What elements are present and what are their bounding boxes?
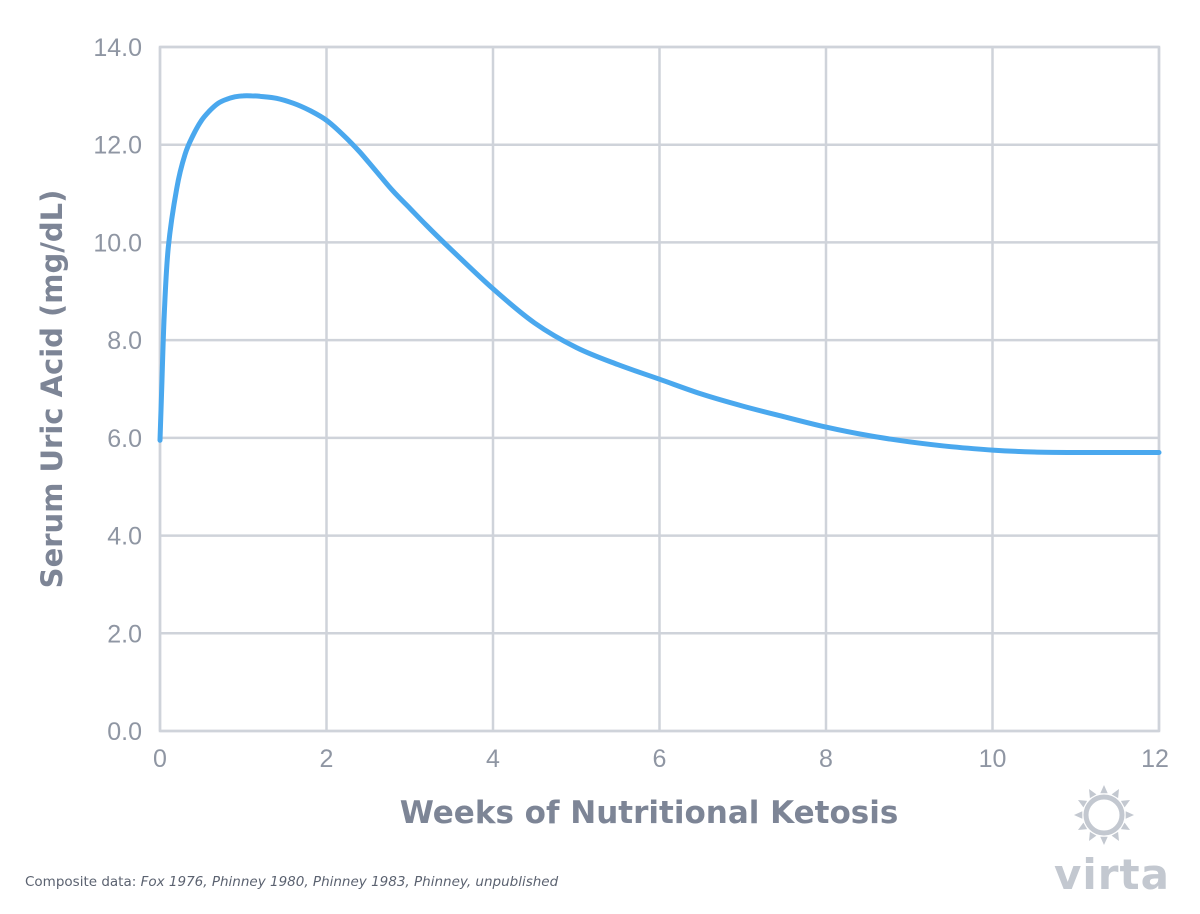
y-tick-label: 8.0 <box>107 327 142 355</box>
sun-ray <box>1125 811 1134 819</box>
x-axis-title: Weeks of Nutritional Ketosis <box>400 795 899 831</box>
sun-ray <box>1078 800 1088 808</box>
sun-ray <box>1111 789 1119 799</box>
x-tick-label: 0 <box>153 745 167 773</box>
grid <box>158 45 1161 733</box>
y-tick-label: 4.0 <box>107 523 142 551</box>
y-axis-title: Serum Uric Acid (mg/dL) <box>35 190 69 589</box>
data-source-list: Fox 1976, Phinney 1980, Phinney 1983, Ph… <box>140 874 559 890</box>
sun-ray <box>1120 800 1130 808</box>
y-tick-label: 10.0 <box>93 229 142 257</box>
y-tick-label: 6.0 <box>107 425 142 453</box>
x-axis-ticks: 0 2 4 6 8 10 12 <box>153 745 1169 773</box>
y-tick-label: 0.0 <box>107 718 142 746</box>
x-tick-label: 2 <box>320 745 334 773</box>
sun-ray <box>1100 785 1108 794</box>
sun-ray <box>1120 822 1130 830</box>
data-source-note: Composite data: Fox 1976, Phinney 1980, … <box>25 874 558 890</box>
x-tick-label: 6 <box>653 745 667 773</box>
sun-icon <box>1074 785 1134 845</box>
series-layer <box>157 93 1162 456</box>
data-source-prefix: Composite data: <box>25 874 141 890</box>
sun-ray <box>1078 822 1088 830</box>
y-tick-label: 12.0 <box>93 132 142 160</box>
x-tick-label: 4 <box>486 745 500 773</box>
x-tick-label: 10 <box>979 745 1007 773</box>
sun-ray <box>1089 789 1097 799</box>
x-tick-label: 8 <box>819 745 833 773</box>
series-line <box>157 93 1162 456</box>
brand-logo: virta <box>1054 850 1170 899</box>
sun-ray <box>1089 831 1097 841</box>
y-axis-ticks: 0.0 2.0 4.0 6.0 8.0 10.0 12.0 14.0 <box>93 34 142 746</box>
y-tick-label: 2.0 <box>107 620 142 648</box>
sun-ray <box>1074 811 1083 819</box>
x-tick-label: 12 <box>1141 745 1169 773</box>
sun-ray <box>1111 831 1119 841</box>
sun-ray <box>1100 836 1108 845</box>
y-tick-label: 14.0 <box>93 34 142 62</box>
